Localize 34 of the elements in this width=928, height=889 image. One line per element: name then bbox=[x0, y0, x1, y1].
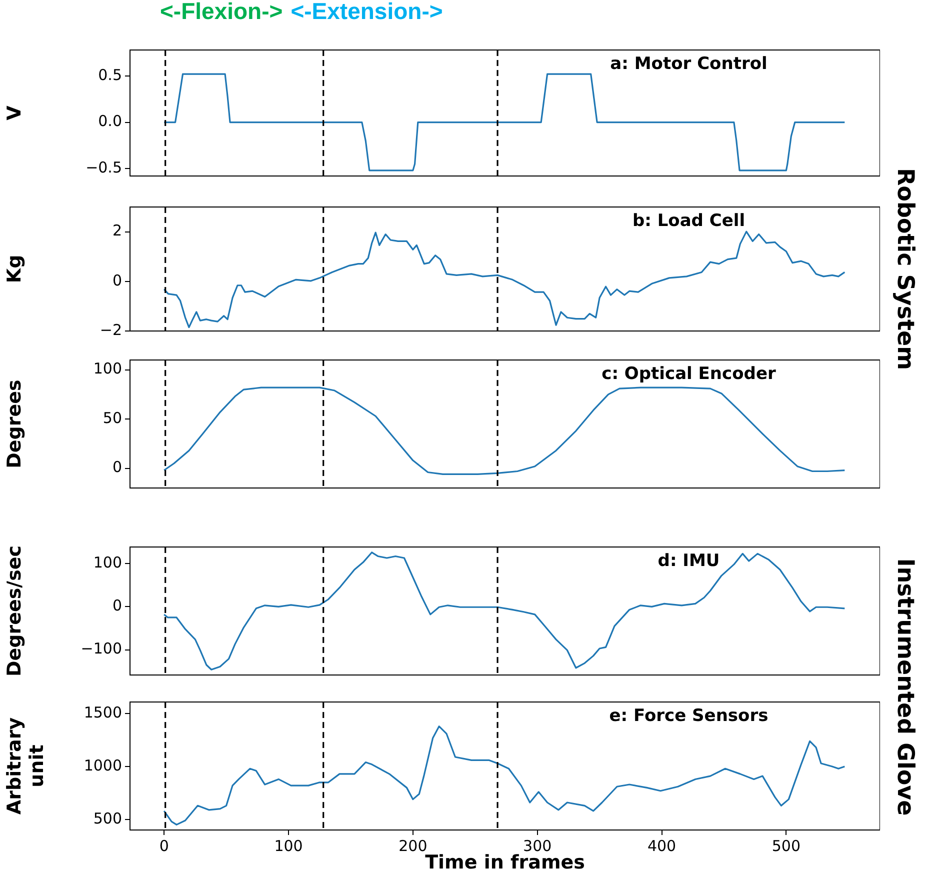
y-axis-title: Degrees bbox=[3, 380, 26, 468]
text: Instrumented Glove bbox=[892, 558, 918, 816]
text: <-Extension-> bbox=[290, 0, 443, 24]
y-tick-label: 2 bbox=[112, 222, 122, 240]
y-axis-title: Degrees/sec bbox=[3, 545, 26, 677]
y-tick-label: 100 bbox=[93, 360, 122, 378]
x-tick-label: 200 bbox=[398, 836, 428, 855]
y-tick-label: −2 bbox=[100, 320, 122, 339]
x-tick-label: 400 bbox=[647, 836, 676, 855]
x-tick-label: 100 bbox=[274, 836, 303, 855]
chart-title: b: Load Cell bbox=[632, 210, 746, 231]
y-tick-label: 50 bbox=[102, 408, 122, 427]
y-tick-label: 1500 bbox=[84, 704, 122, 722]
y-axis-title: Arbitrary unit bbox=[3, 716, 48, 815]
chart-title: e: Force Sensors bbox=[609, 706, 768, 726]
y-tick-label: 0.5 bbox=[98, 66, 122, 84]
y-tick-label: 100 bbox=[93, 553, 122, 572]
y-tick-label: 500 bbox=[93, 809, 122, 828]
y-tick-label: 0 bbox=[112, 596, 122, 615]
x-tick-label: 0 bbox=[159, 836, 169, 855]
y-tick-label: 0 bbox=[112, 458, 122, 476]
y-axis-title: V bbox=[3, 105, 26, 120]
y-tick-label: −0.5 bbox=[86, 158, 122, 176]
chart-title: a: Motor Control bbox=[610, 54, 768, 74]
y-tick-label: 0.0 bbox=[98, 112, 122, 130]
x-tick-label: 500 bbox=[772, 836, 801, 855]
text: <-Flexion-> bbox=[160, 0, 283, 24]
text: Robotic System bbox=[892, 168, 918, 370]
y-tick-label: −100 bbox=[80, 640, 122, 658]
y-tick-label: 0 bbox=[112, 271, 122, 290]
chart-title: d: IMU bbox=[658, 550, 720, 571]
y-axis-title: Kg bbox=[3, 254, 26, 284]
chart-title: c: Optical Encoder bbox=[602, 364, 776, 384]
y-tick-label: 1000 bbox=[84, 756, 122, 774]
